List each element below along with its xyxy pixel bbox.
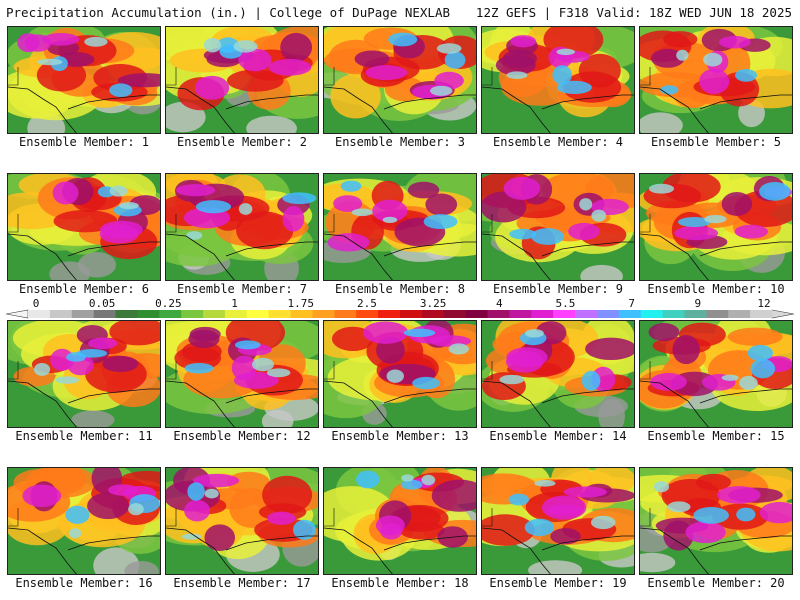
ensemble-member-map-7 xyxy=(165,173,319,281)
ensemble-member-label: Ensemble Member: 3 xyxy=(334,135,466,149)
ensemble-member-map-6 xyxy=(7,173,161,281)
color-scale-legend: 0 0.05 0.25 1 1.75 2.5 3.25 4 5.5 7 9 12 xyxy=(6,296,794,322)
scale-color-swatch xyxy=(509,310,532,318)
ensemble-member-label: Ensemble Member: 8 xyxy=(334,282,466,296)
ensemble-member-label: Ensemble Member: 12 xyxy=(173,429,311,443)
scale-color-swatch xyxy=(49,310,73,318)
scale-tick-label: 1 xyxy=(231,297,238,310)
scale-tick-label: 12 xyxy=(757,297,770,310)
scale-color-swatch xyxy=(268,310,292,318)
scale-tick-label: 2.5 xyxy=(357,297,377,310)
scale-color-swatch xyxy=(684,310,707,318)
ensemble-member-map-20 xyxy=(639,467,793,575)
scale-color-swatch xyxy=(640,310,664,318)
ensemble-member-label: Ensemble Member: 10 xyxy=(647,282,785,296)
ensemble-member-map-3 xyxy=(323,26,477,134)
ensemble-member-map-12 xyxy=(165,320,319,428)
ensemble-member-label: Ensemble Member: 17 xyxy=(173,576,311,590)
scale-color-swatch xyxy=(334,310,357,318)
scale-tick-label: 5.5 xyxy=(556,297,576,310)
ensemble-member-label: Ensemble Member: 16 xyxy=(15,576,153,590)
scale-color-swatch xyxy=(553,310,576,318)
scale-color-swatch xyxy=(575,310,598,318)
scale-tick-label: 4 xyxy=(496,297,503,310)
ensemble-member-map-10 xyxy=(639,173,793,281)
ensemble-member-map-19 xyxy=(481,467,635,575)
ensemble-member-map-2 xyxy=(165,26,319,134)
ensemble-member-label: Ensemble Member: 4 xyxy=(492,135,624,149)
ensemble-member-label: Ensemble Member: 13 xyxy=(331,429,469,443)
scale-color-swatch xyxy=(400,310,423,318)
ensemble-member-label: Ensemble Member: 14 xyxy=(489,429,627,443)
scale-tick-label: 9 xyxy=(695,297,702,310)
scale-color-swatch xyxy=(356,310,379,318)
ensemble-member-map-5 xyxy=(639,26,793,134)
ensemble-member-map-9 xyxy=(481,173,635,281)
ensemble-member-label: Ensemble Member: 20 xyxy=(647,576,785,590)
scale-tick-label: 0 xyxy=(33,297,40,310)
scale-color-swatch xyxy=(115,310,138,318)
scale-color-swatch xyxy=(750,310,773,318)
scale-tick-label: 0.25 xyxy=(155,297,182,310)
scale-color-swatch xyxy=(443,310,467,318)
map-title: Precipitation Accumulation (in.) | Colle… xyxy=(6,5,451,20)
ensemble-member-map-8 xyxy=(323,173,477,281)
ensemble-member-map-13 xyxy=(323,320,477,428)
scale-color-swatch xyxy=(137,310,160,318)
scale-tick-label: 7 xyxy=(628,297,635,310)
scale-color-swatch xyxy=(224,310,248,318)
scale-max-arrow xyxy=(771,309,794,319)
scale-color-swatch xyxy=(378,310,401,318)
scale-color-swatch xyxy=(596,310,620,318)
ensemble-member-map-18 xyxy=(323,467,477,575)
scale-color-swatch xyxy=(246,310,270,318)
scale-color-swatch xyxy=(71,310,95,318)
scale-color-swatch xyxy=(728,310,751,318)
ensemble-member-label: Ensemble Member: 6 xyxy=(18,282,150,296)
scale-color-swatch xyxy=(662,310,685,318)
scale-color-swatch xyxy=(93,310,117,318)
scale-color-swatch xyxy=(28,310,51,318)
ensemble-member-map-11 xyxy=(7,320,161,428)
ensemble-member-label: Ensemble Member: 9 xyxy=(492,282,624,296)
scale-color-swatch xyxy=(312,310,335,318)
scale-color-swatch xyxy=(421,310,445,318)
scale-color-swatch xyxy=(487,310,510,318)
scale-tick-label: 1.75 xyxy=(287,297,314,310)
ensemble-member-label: Ensemble Member: 7 xyxy=(176,282,308,296)
scale-color-swatch xyxy=(465,310,489,318)
scale-color-swatch xyxy=(181,310,204,318)
scale-min-arrow xyxy=(6,309,29,319)
scale-color-swatch xyxy=(706,310,729,318)
ensemble-member-label: Ensemble Member: 5 xyxy=(650,135,782,149)
scale-color-swatch xyxy=(159,310,182,318)
ensemble-member-map-15 xyxy=(639,320,793,428)
ensemble-member-map-4 xyxy=(481,26,635,134)
ensemble-member-label: Ensemble Member: 1 xyxy=(18,135,150,149)
scale-tick-label: 3.25 xyxy=(420,297,447,310)
ensemble-member-label: Ensemble Member: 11 xyxy=(15,429,153,443)
scale-tick-label: 0.05 xyxy=(89,297,116,310)
scale-color-swatch xyxy=(203,310,226,318)
scale-color-swatch xyxy=(290,310,313,318)
ensemble-member-map-17 xyxy=(165,467,319,575)
ensemble-member-map-14 xyxy=(481,320,635,428)
ensemble-member-label: Ensemble Member: 2 xyxy=(176,135,308,149)
model-valid-time: 12Z GEFS | F318 Valid: 18Z WED JUN 18 20… xyxy=(475,5,792,20)
ensemble-member-map-1 xyxy=(7,26,161,134)
ensemble-member-label: Ensemble Member: 15 xyxy=(647,429,785,443)
ensemble-member-label: Ensemble Member: 19 xyxy=(489,576,627,590)
ensemble-member-label: Ensemble Member: 18 xyxy=(331,576,469,590)
scale-color-swatch xyxy=(618,310,642,318)
scale-color-swatch xyxy=(531,310,554,318)
ensemble-member-map-16 xyxy=(7,467,161,575)
